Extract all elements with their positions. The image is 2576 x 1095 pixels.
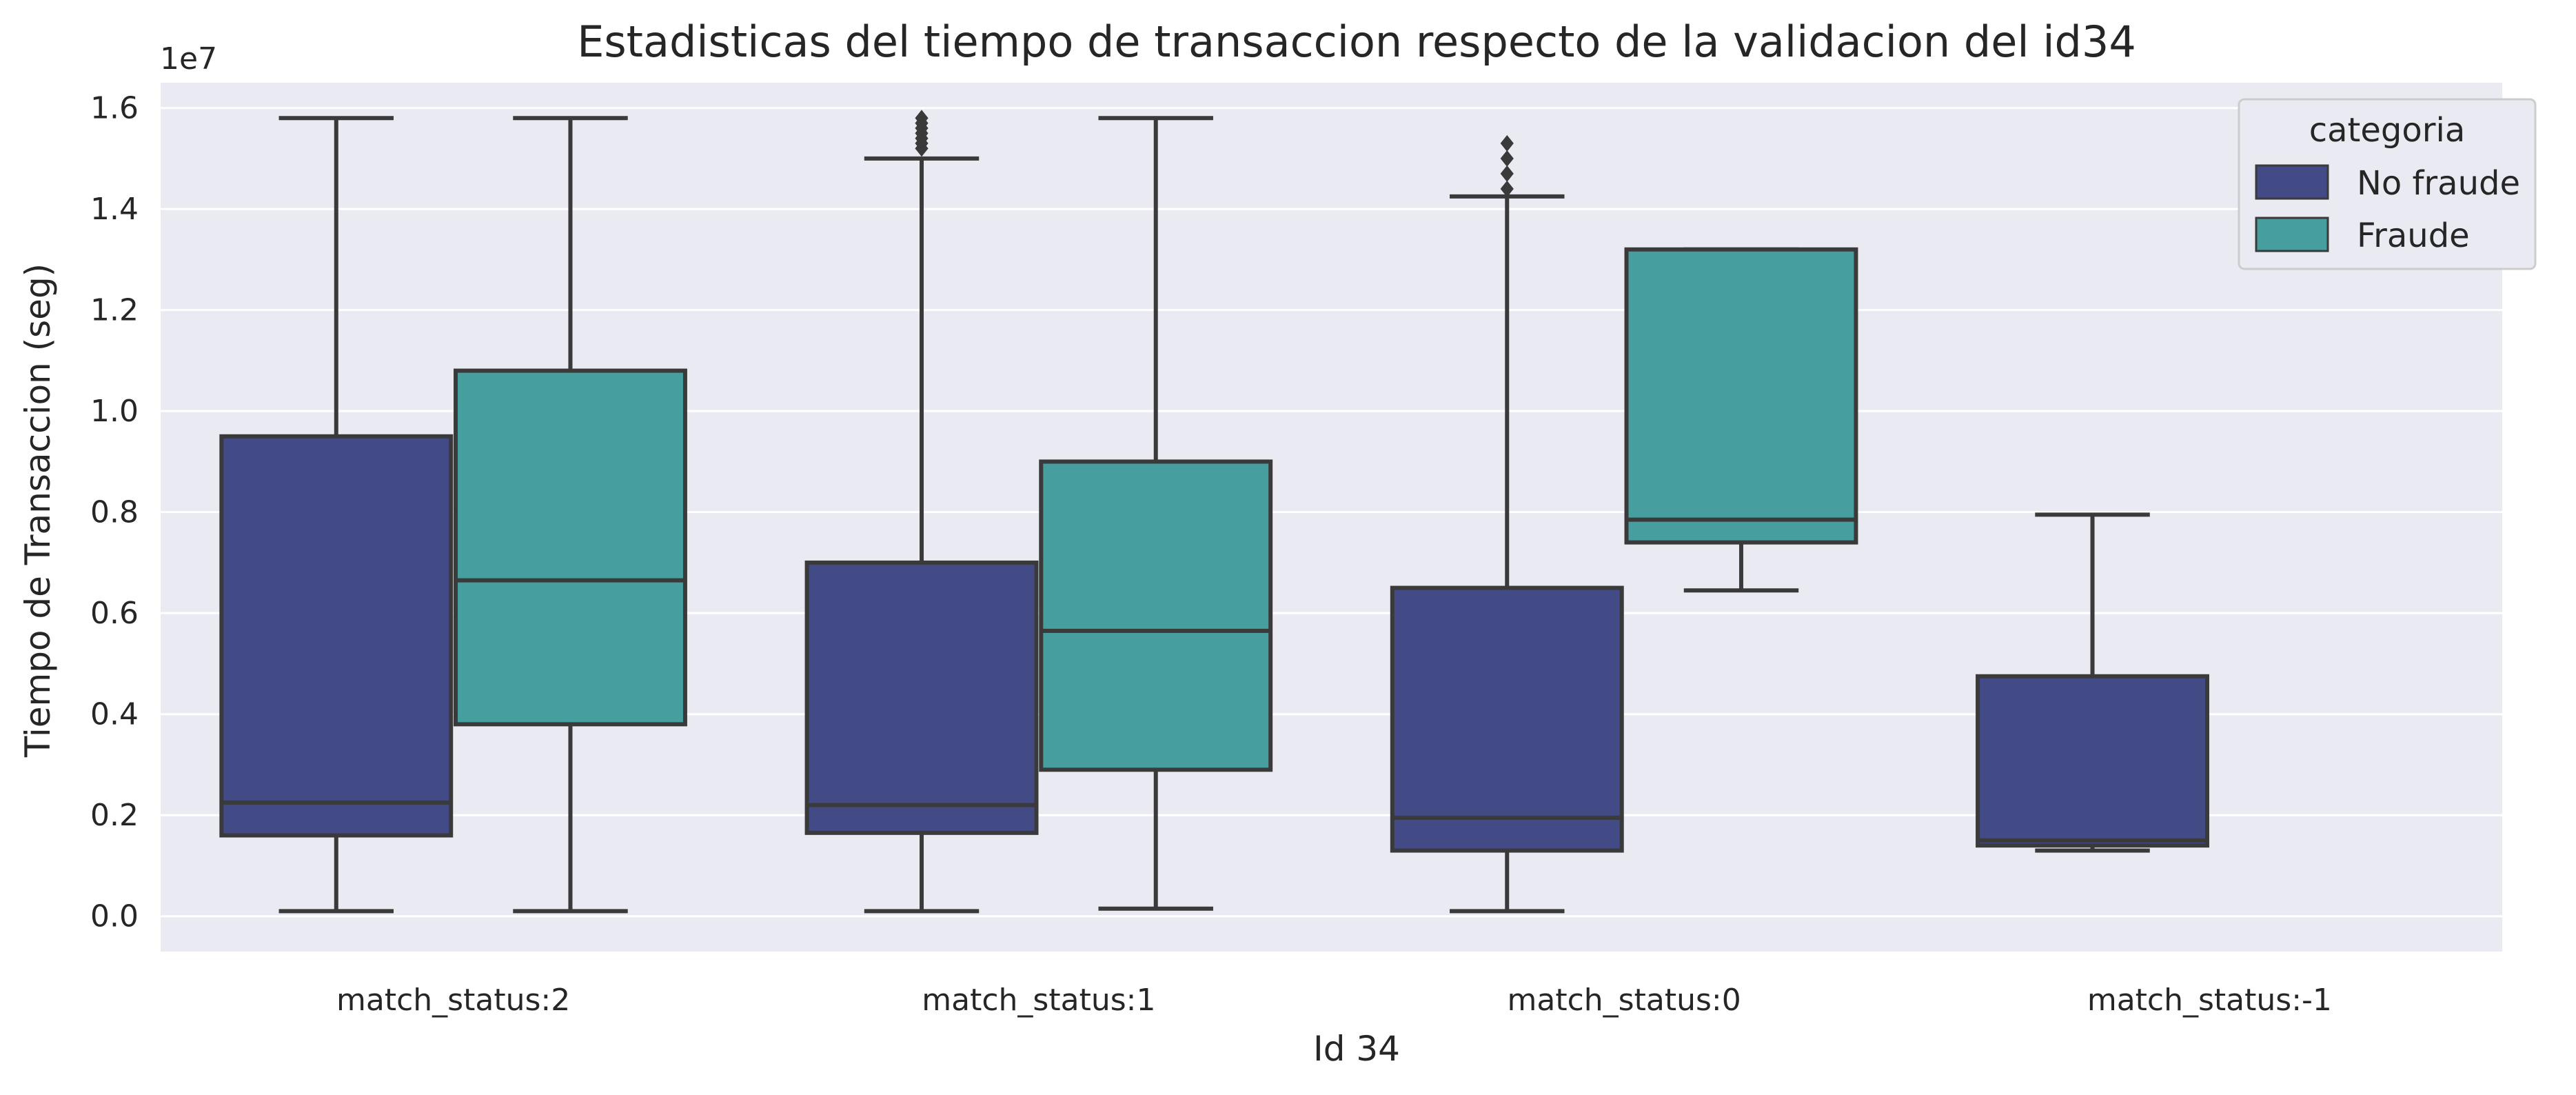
y-tick-label: 0.0 (90, 899, 139, 934)
legend-label-no-fraude: No fraude (2357, 164, 2520, 203)
box-no-fraude (804, 110, 1039, 914)
x-tick-label: match_status:0 (1508, 983, 1741, 1018)
x-tick-label: match_status:-1 (2087, 983, 2332, 1018)
boxes (219, 110, 2209, 914)
x-axis-label: Id 34 (1313, 1029, 1400, 1069)
y-tick-labels: 0.0 0.2 0.4 0.6 0.8 1.0 1.2 1.4 1.6 (90, 91, 139, 934)
legend-title: categoria (2309, 111, 2465, 150)
box-fraude (1624, 247, 1858, 593)
iqr-box (1039, 459, 1273, 772)
outlier-point (1500, 165, 1514, 182)
y-offset-label: 1e7 (160, 41, 217, 77)
iqr-box (454, 368, 687, 727)
legend-swatch-fraude (2255, 217, 2329, 252)
y-tick-label: 1.6 (90, 91, 139, 126)
y-tick-label: 0.4 (90, 697, 139, 732)
iqr-box (1976, 674, 2209, 848)
iqr-box (219, 434, 454, 838)
x-tick-labels: match_status:2 match_status:1 match_status… (336, 983, 2332, 1018)
y-tick-label: 0.8 (90, 495, 139, 530)
legend-label-fraude: Fraude (2357, 217, 2470, 255)
box-no-fraude (1976, 512, 2209, 853)
outlier-point (1500, 134, 1514, 152)
box-no-fraude (219, 116, 454, 914)
y-tick-label: 1.2 (90, 293, 139, 328)
box-fraude (454, 116, 687, 914)
chart-title: Estadisticas del tiempo de transaccion r… (577, 17, 2136, 67)
iqr-box (1624, 247, 1858, 545)
outlier-point (915, 110, 929, 127)
y-tick-label: 1.0 (90, 394, 139, 429)
box-fraude (1039, 116, 1273, 911)
iqr-box (1390, 585, 1624, 853)
y-tick-label: 0.6 (90, 596, 139, 631)
x-tick-label: match_status:1 (922, 983, 1155, 1018)
legend: categoria No fraude Fraude (2238, 98, 2537, 270)
y-tick-label: 0.2 (90, 798, 139, 833)
outlier-point (1500, 180, 1514, 197)
y-tick-label: 1.4 (90, 192, 139, 227)
legend-swatch-no-fraude (2255, 164, 2329, 200)
iqr-box (804, 560, 1039, 835)
outlier-point (1500, 150, 1514, 167)
x-tick-label: match_status:2 (336, 983, 570, 1018)
box-no-fraude (1390, 134, 1624, 914)
y-axis-label: Tiempo de Transaccion (seg) (18, 263, 58, 758)
